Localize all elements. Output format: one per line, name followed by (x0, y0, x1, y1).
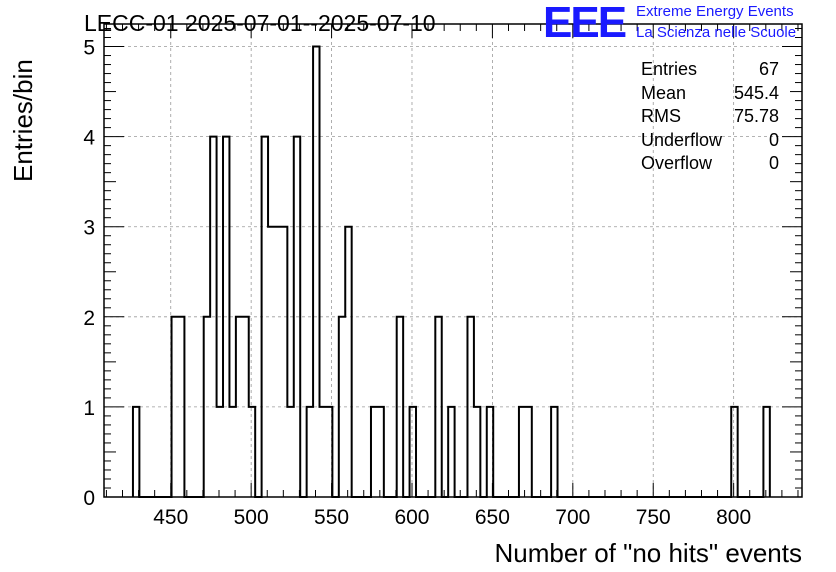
statistics-box: Entries 67 Mean 545.4 RMS 75.78 Underflo… (641, 58, 779, 176)
stat-value: 67 (758, 59, 779, 79)
logo-text-line2: La Scienza nelle Scuole (636, 24, 797, 41)
histogram-bin (320, 407, 326, 497)
stat-value: 0 (768, 129, 779, 150)
y-tick-label: 2 (83, 307, 95, 330)
tick-labels: 450 500 550 600 650 700 750 800 0 1 2 3 4 5 (83, 37, 751, 529)
stat-label: Mean (641, 82, 687, 103)
stat-row-mean: Mean 545.4 (641, 82, 779, 106)
plot-frame (103, 23, 803, 498)
y-tick-label: 4 (83, 127, 95, 150)
stat-row-rms: RMS 75.78 (641, 105, 779, 129)
stat-row-overflow: Overflow 0 (641, 152, 779, 176)
x-tick-label: 600 (394, 506, 429, 529)
stat-value: 545.4 (733, 82, 779, 103)
stat-label: Entries (641, 59, 698, 79)
y-tick-label: 3 (83, 217, 95, 240)
histogram-bin (287, 407, 293, 497)
logo-text-line1: Extreme Energy Events (636, 3, 794, 20)
x-tick-label: 450 (153, 506, 188, 529)
histogram-bin (274, 227, 280, 497)
y-axis-label: Entries/bin (8, 59, 38, 182)
y-tick-label: 1 (83, 397, 95, 420)
x-tick-label: 750 (636, 506, 671, 529)
x-axis-label: Number of "no hits" events (494, 538, 803, 568)
chart-title: LECC-01 2025-07-01--2025-07-10 (84, 10, 436, 36)
stat-label: Overflow (641, 153, 713, 174)
x-tick-label: 700 (555, 506, 590, 529)
x-tick-label: 500 (234, 506, 269, 529)
histogram-bin (229, 407, 235, 497)
histogram-bin (217, 407, 223, 497)
stat-value: 75.78 (733, 106, 779, 127)
stat-label: RMS (641, 106, 681, 127)
histogram-bin (268, 227, 274, 497)
x-tick-label: 800 (716, 506, 751, 529)
eee-logo: EEE (543, 0, 627, 47)
stat-value: 0 (768, 153, 779, 174)
x-tick-label: 550 (314, 506, 349, 529)
stat-row-entries: Entries 67 (641, 58, 779, 82)
y-tick-label: 5 (83, 37, 95, 60)
y-tick-label: 0 (83, 487, 95, 510)
stat-label: Underflow (641, 129, 723, 150)
stat-row-underflow: Underflow 0 (641, 129, 779, 153)
x-tick-label: 650 (475, 506, 510, 529)
axis-ticks (104, 24, 802, 498)
